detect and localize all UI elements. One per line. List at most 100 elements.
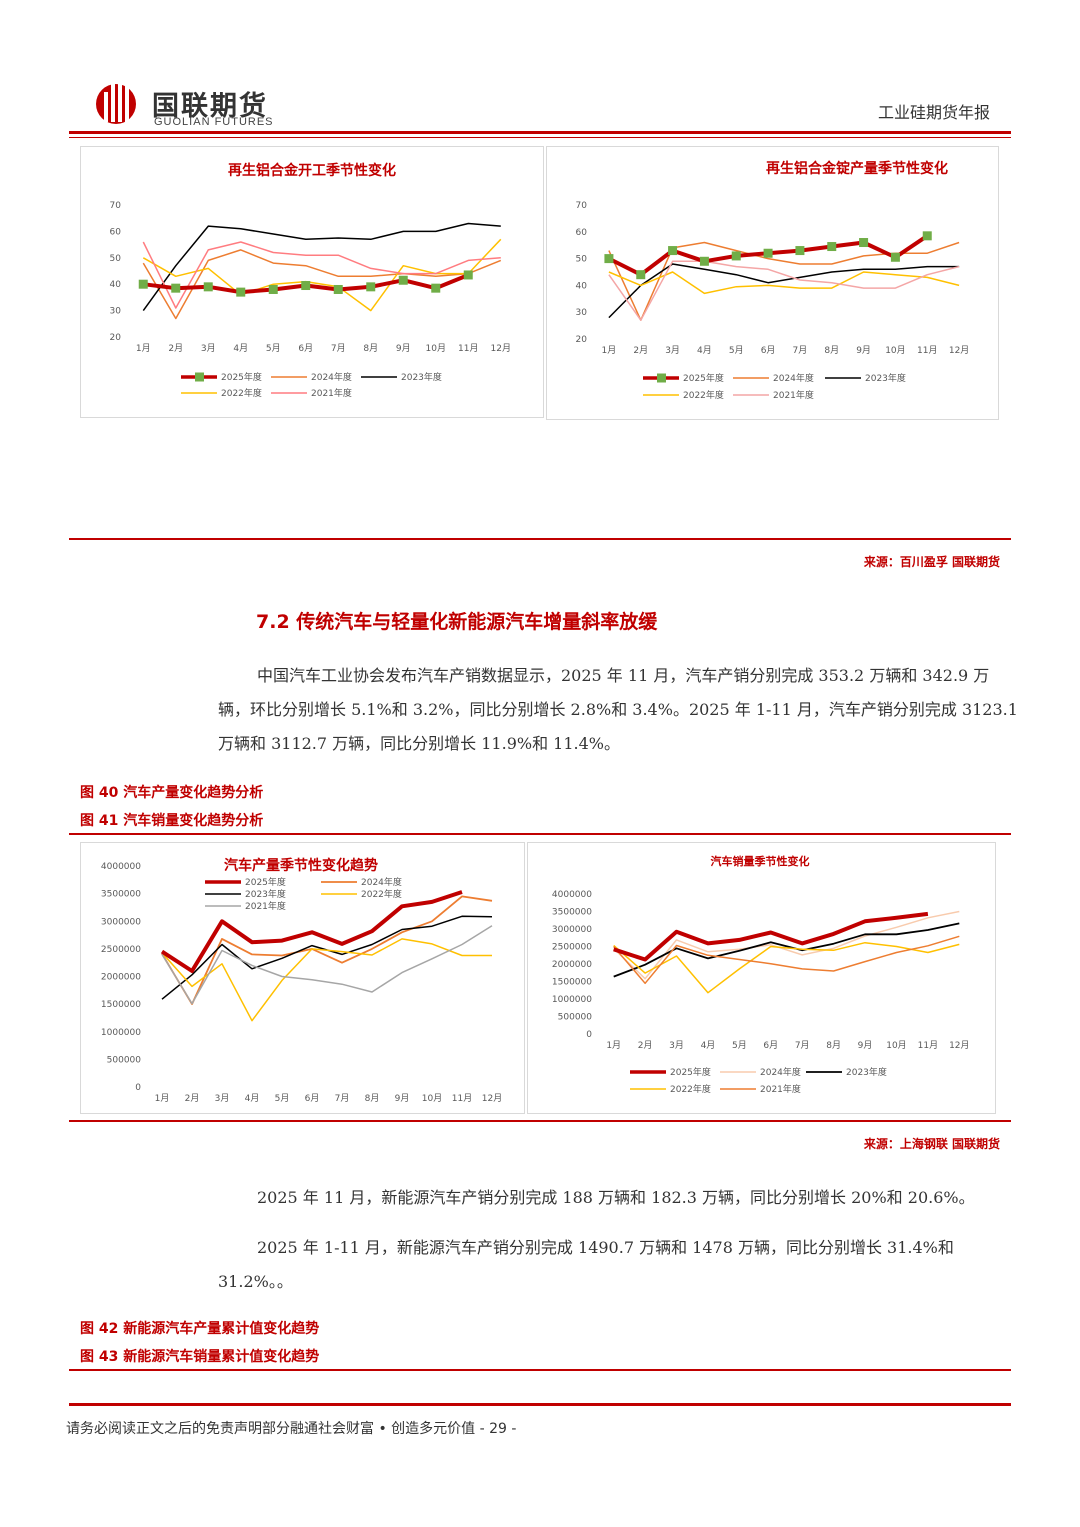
data-point-marker	[763, 248, 773, 258]
data-point-marker	[301, 281, 311, 291]
chart-aluminum-ingot-output: 再生铝合金锭产量季节性变化 20 30 40 50 60 70 1月 2月 3月 4月 5月 6月 7月 8…	[576, 160, 970, 401]
data-point-marker	[268, 284, 278, 294]
x-tick-label: 1月	[155, 1093, 170, 1104]
x-tick-label: 2月	[638, 1040, 653, 1051]
x-tick-label: 12月	[949, 1040, 969, 1051]
y-tick-label: 30	[576, 308, 588, 318]
series-line	[160, 890, 463, 973]
x-tick-label: 5月	[729, 345, 744, 356]
data-point-marker	[795, 246, 805, 256]
legend-label: 2022年度	[670, 1083, 711, 1095]
y-tick-label: 2500000	[552, 943, 592, 953]
legend-label: 2025年度	[221, 371, 262, 383]
legend-label: 2021年度	[760, 1083, 801, 1095]
y-tick-label: 3000000	[552, 925, 592, 935]
chart-title: 汽车产量季节性变化趋势	[224, 857, 378, 874]
y-tick-label: 4000000	[101, 862, 141, 872]
x-tick-label: 3月	[669, 1040, 684, 1051]
series-line	[142, 222, 501, 312]
x-tick-label: 10月	[885, 345, 905, 356]
legend-label: 2022年度	[361, 888, 402, 900]
legend-label: 2023年度	[401, 371, 442, 383]
y-tick-label: 70	[576, 201, 588, 211]
x-tick-label: 1月	[136, 343, 151, 354]
legend-label: 2024年度	[773, 372, 814, 384]
x-tick-label: 7月	[793, 345, 808, 356]
source-note-top: 来源：百川盈孚 国联期货	[863, 555, 1000, 569]
y-tick-label: 20	[110, 333, 122, 343]
chart-auto-production: 汽车产量季节性变化趋势 0 500000 1000000 1500000 2000000 2…	[101, 857, 502, 1104]
figure-caption-40: 图 40 汽车产量变化趋势分析	[80, 785, 264, 801]
header-rule-thin	[69, 137, 1011, 138]
paragraph-auto-sales: 中国汽车工业协会发布汽车产销数据显示，2025 年 11 月，汽车产销分别完成 …	[218, 666, 1018, 753]
legend-label: 2025年度	[670, 1066, 711, 1078]
y-tick-label: 20	[576, 335, 588, 345]
y-tick-label: 60	[576, 228, 588, 238]
x-tick-label: 12月	[491, 343, 511, 354]
x-tick-label: 11月	[458, 343, 478, 354]
x-tick-label: 8月	[824, 345, 839, 356]
y-tick-label: 50	[576, 255, 588, 265]
data-point-marker	[431, 283, 441, 293]
legend-label: 2022年度	[683, 389, 724, 401]
series-line	[161, 915, 493, 1000]
x-tick-label: 4月	[233, 343, 248, 354]
chart-title: 再生铝合金开工季节性变化	[228, 162, 396, 179]
y-tick-label: 3500000	[101, 890, 141, 900]
x-tick-label: 10月	[422, 1093, 442, 1104]
x-tick-label: 8月	[826, 1040, 841, 1051]
y-tick-label: 1500000	[552, 978, 592, 988]
brand-name-en: GUOLIAN FUTURES	[154, 116, 274, 128]
y-tick-label: 50	[110, 254, 122, 264]
x-tick-label: 6月	[761, 345, 776, 356]
legend-label: 2021年度	[311, 387, 352, 399]
x-tick-label: 8月	[365, 1093, 380, 1104]
x-tick-label: 9月	[395, 1093, 410, 1104]
brand-name-cn: 国联期货	[152, 91, 268, 122]
data-point-marker	[668, 246, 678, 256]
logo-mark-icon	[96, 78, 136, 124]
data-point-marker	[236, 287, 246, 297]
legend-label: 2021年度	[773, 389, 814, 401]
x-tick-label: 10月	[426, 343, 446, 354]
x-tick-label: 9月	[856, 345, 871, 356]
x-tick-label: 11月	[917, 345, 937, 356]
x-tick-label: 8月	[363, 343, 378, 354]
y-tick-label: 70	[110, 201, 122, 211]
chart-title: 汽车销量季节性变化	[711, 854, 810, 868]
y-tick-label: 3500000	[552, 908, 592, 918]
series-line	[142, 238, 502, 312]
data-point-marker	[636, 270, 646, 280]
y-tick-label: 2500000	[101, 945, 141, 955]
legend-label: 2024年度	[361, 876, 402, 888]
legend-label: 2023年度	[865, 372, 906, 384]
series-line	[142, 241, 501, 309]
x-tick-label: 12月	[482, 1093, 502, 1104]
x-tick-label: 3月	[665, 345, 680, 356]
y-tick-label: 4000000	[552, 890, 592, 900]
y-tick-label: 60	[110, 227, 122, 237]
legend-marker	[195, 372, 204, 382]
paragraph-nev-ytd: 2025 年 1-11 月，新能源汽车产销分别完成 1490.7 万辆和 147…	[218, 1238, 954, 1291]
data-point-marker	[699, 256, 709, 266]
legend-label: 2024年度	[760, 1066, 801, 1078]
header-rule	[69, 131, 1011, 134]
chart-aluminum-operating-rate: 再生铝合金开工季节性变化 20 30 40 50 60 70 1月 2月 3月 4月 5月 6月 7月 8月…	[110, 162, 511, 399]
document-title: 工业硅期货年报	[878, 103, 991, 122]
source-rule-mid	[69, 1120, 1011, 1122]
footer-text: 请务必阅读正文之后的免责声明部分融通社会财富 • 创造多元价值 - 29 -	[66, 1421, 517, 1437]
chart-panel-aluminum-operating: 再生铝合金开工季节性变化 20 30 40 50 60 70 1月 2月 3月 4月 5月 6月 7月 8月…	[80, 146, 544, 418]
chart-panel-aluminum-output: 再生铝合金锭产量季节性变化 20 30 40 50 60 70 1月 2月 3月 4月 5月 6月 7月 8…	[546, 146, 999, 420]
legend-label: 2023年度	[846, 1066, 887, 1078]
figure-caption-42: 图 42 新能源汽车产量累计值变化趋势	[80, 1321, 320, 1337]
data-point-marker	[366, 282, 376, 292]
x-tick-label: 7月	[335, 1093, 350, 1104]
y-tick-label: 2000000	[101, 973, 141, 983]
y-tick-label: 0	[135, 1083, 141, 1093]
y-tick-label: 30	[110, 307, 122, 317]
y-tick-label: 1000000	[552, 995, 592, 1005]
y-tick-label: 40	[110, 280, 122, 290]
data-point-marker	[203, 282, 213, 292]
y-tick-label: 1500000	[101, 1000, 141, 1010]
y-tick-label: 500000	[558, 1013, 593, 1023]
